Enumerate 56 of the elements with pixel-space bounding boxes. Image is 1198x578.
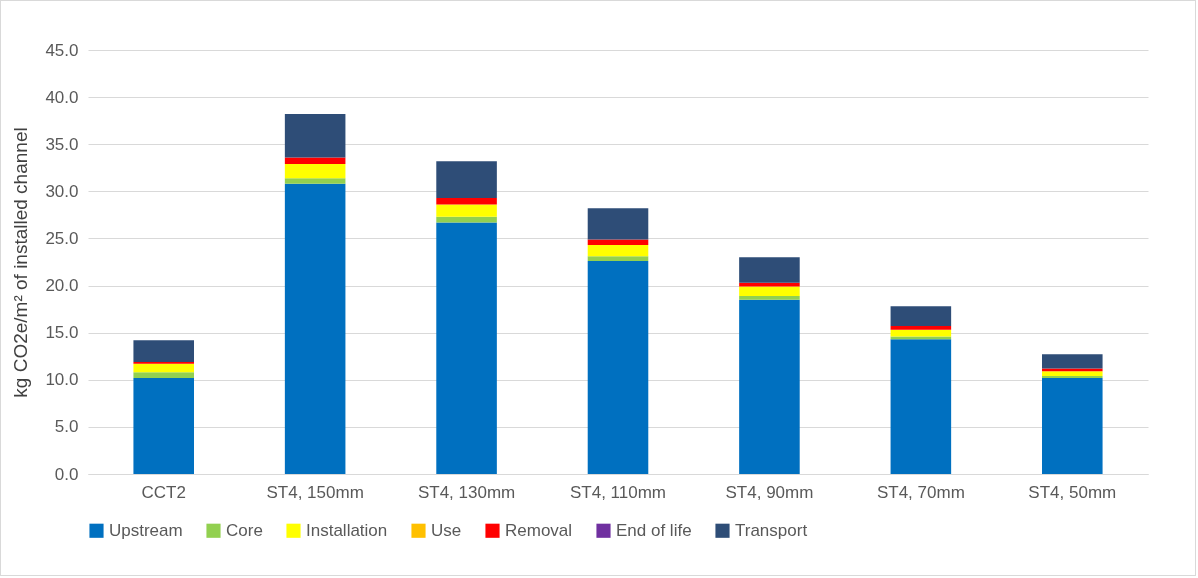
bar [284,164,346,179]
bar [739,299,800,474]
bar [284,157,346,165]
y-tick-label: 15.0 [45,323,79,343]
y-tick-label: 5.0 [54,417,79,437]
bar [436,204,497,217]
x-tick-label: ST4, 50mm [1028,482,1117,502]
x-tick-label: ST4, 90mm [725,482,814,502]
bar [587,239,649,246]
legend-label: Upstream [109,520,183,540]
y-tick-label: 35.0 [45,134,79,154]
bar [133,377,194,474]
legend-label: End of life [616,520,692,540]
bar [890,326,952,330]
bar [1042,368,1103,372]
legend-label: Removal [505,520,573,540]
bar [739,257,800,283]
y-tick-label: 10.0 [45,370,79,390]
x-tick-label: CCT2 [141,482,186,502]
legend-label: Transport [735,520,808,540]
bar [133,372,194,378]
bar [739,286,800,296]
y-tick-label: 40.0 [45,87,79,107]
bar [1042,354,1103,369]
legend-label: Core [226,520,263,540]
bar [587,256,649,262]
bar [284,114,346,158]
x-tick-label: ST4, 70mm [876,482,965,502]
y-tick-label: 45.0 [45,40,79,60]
bar [284,183,346,474]
y-tick-label: 20.0 [45,276,79,296]
bar [133,340,194,362]
bar [284,178,346,184]
bar [587,245,649,257]
bar [436,222,497,474]
legend-label: Installation [306,520,388,540]
bar [587,208,649,240]
bar [1042,371,1103,377]
y-axis-title: kg CO2e/m² of installed channel [10,127,32,398]
y-tick-label: 0.0 [54,464,79,484]
x-tick-label: ST4, 150mm [266,482,364,502]
bar [890,306,952,327]
x-tick-label: ST4, 110mm [569,482,667,502]
bar [890,339,952,474]
legend-label: Use [431,520,462,540]
y-tick-label: 30.0 [45,181,79,201]
bar [133,363,194,373]
x-tick-label: ST4, 130mm [417,482,516,502]
bar [890,336,952,340]
bar [739,295,800,300]
bar [436,161,497,198]
bar [587,261,649,474]
bar [1042,377,1103,474]
y-tick-label: 25.0 [45,228,79,248]
bar [436,197,497,205]
bar [890,329,952,337]
